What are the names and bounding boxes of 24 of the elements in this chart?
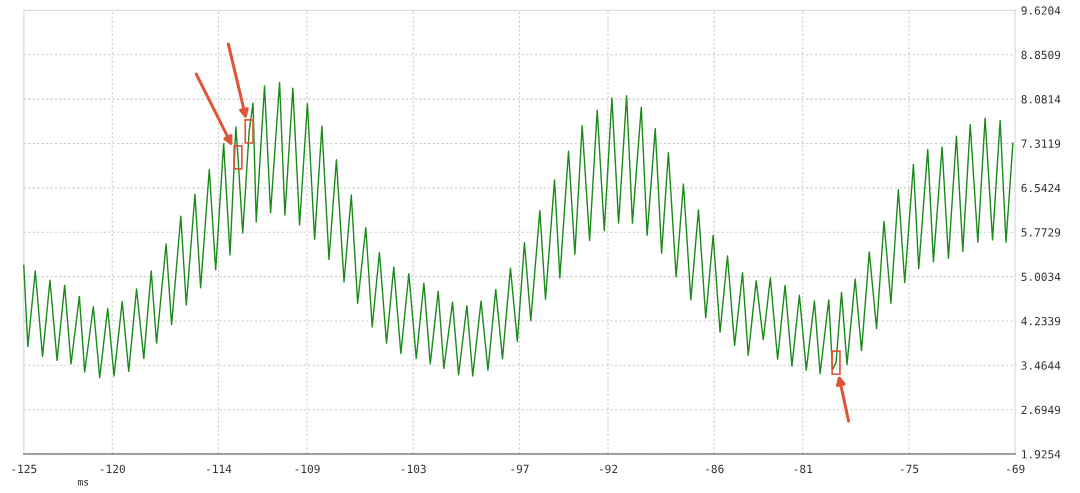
y-tick-label: 3.4644 — [1021, 361, 1061, 370]
x-tick-label: -97 — [511, 464, 529, 474]
x-tick-label: -69 — [1007, 464, 1025, 474]
x-tick-label: -120 — [100, 464, 125, 474]
y-tick-label: 9.6204 — [1021, 6, 1061, 15]
line-series — [23, 81, 1014, 379]
y-tick-label: 8.8509 — [1021, 50, 1061, 60]
x-tick-label: -81 — [794, 464, 813, 474]
y-tick-label: 7.3119 — [1021, 139, 1061, 148]
x-tick-label: -109 — [295, 464, 320, 474]
y-tick-label: 6.5424 — [1021, 183, 1061, 193]
y-tick-label: 8.0814 — [1021, 95, 1061, 104]
y-tick-label: 5.7729 — [1021, 228, 1061, 237]
x-tick-label: -75 — [900, 464, 919, 474]
x-tick-label: -86 — [706, 464, 724, 474]
x-tick-label: -125 — [12, 464, 37, 474]
x-tick-label: -114 — [207, 464, 232, 473]
x-tick-label: -103 — [401, 464, 426, 474]
x-tick-label: -92 — [599, 464, 618, 474]
y-tick-label: 1.9254 — [1022, 450, 1061, 459]
y-tick-label: 4.2339 — [1021, 316, 1061, 326]
x-axis-title: ms — [77, 480, 89, 486]
y-tick-label: 5.0034 — [1021, 272, 1061, 281]
y-tick-label: 2.6949 — [1021, 405, 1061, 415]
